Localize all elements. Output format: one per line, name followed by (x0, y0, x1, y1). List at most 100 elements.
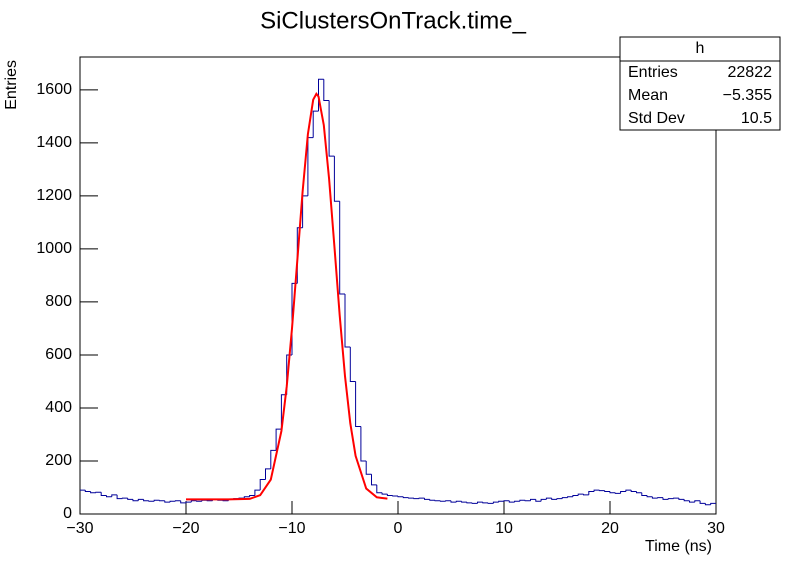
histogram-bin (641, 492, 648, 496)
histogram-bin (344, 293, 351, 348)
histogram-bin (503, 500, 510, 502)
histogram-bin (180, 500, 186, 504)
histogram-bin (477, 501, 483, 504)
histogram-bin (471, 502, 478, 504)
histogram-bin (609, 491, 616, 494)
y-tick-label: 400 (45, 399, 72, 416)
x-tick-label: −30 (66, 520, 93, 537)
histogram-bin (243, 496, 250, 499)
y-tick-label: 200 (45, 452, 72, 469)
histogram-bin (116, 494, 123, 500)
histogram-bin (461, 501, 467, 503)
histogram-bin (519, 499, 526, 502)
histogram-bin (535, 499, 542, 502)
histogram-bin (540, 498, 547, 502)
histogram-bin (418, 497, 425, 499)
histogram-bin (466, 502, 473, 504)
x-tick-label: −10 (278, 520, 305, 537)
histogram-bin (678, 498, 685, 500)
histogram-bin (84, 490, 91, 492)
histogram-bin (593, 489, 600, 492)
histogram-bin (275, 428, 282, 451)
histogram-bin (439, 500, 446, 502)
histogram-bin (127, 498, 133, 500)
histogram-bin (694, 500, 701, 503)
histogram-bin (657, 497, 663, 499)
histogram-bin (137, 498, 144, 501)
stats-key: Mean (628, 87, 668, 104)
histogram-bin (121, 497, 128, 499)
stats-value: 10.5 (741, 110, 772, 127)
histogram-bin (429, 499, 436, 501)
histogram-bin (148, 500, 155, 502)
histogram-bin (153, 499, 160, 502)
histogram-bin (482, 502, 489, 504)
histogram-bin (567, 496, 573, 498)
y-tick-label: 800 (45, 293, 72, 310)
x-tick-label: 20 (601, 520, 619, 537)
x-tick-label: −20 (172, 520, 199, 537)
histogram-bin (508, 500, 515, 503)
x-axis-label: Time (ns) (645, 538, 712, 555)
histogram-bin (196, 500, 202, 502)
histogram-bin (355, 381, 361, 428)
histogram-bin (185, 501, 192, 503)
histogram-bin (487, 502, 494, 504)
histogram-bin (598, 490, 605, 492)
histogram-bin (424, 498, 430, 500)
y-tick-label: 1400 (36, 134, 72, 151)
histogram-bin (604, 490, 610, 492)
histogram-bin (530, 498, 536, 501)
y-tick-label: 600 (45, 346, 72, 363)
stats-key: Std Dev (628, 110, 685, 127)
histogram-bin (190, 500, 197, 503)
histogram-bin (651, 496, 658, 499)
histogram-bin (323, 79, 330, 101)
histogram-bin (636, 491, 642, 494)
histogram-bin (625, 489, 632, 492)
histogram-bin (689, 500, 695, 503)
histogram-bin (514, 500, 520, 503)
histogram-bin (662, 497, 669, 500)
histogram-bin (386, 494, 393, 496)
histogram-bin (360, 426, 367, 462)
histogram-bin (312, 110, 319, 138)
histogram-bin (577, 493, 584, 496)
stats-value: −5.355 (723, 87, 772, 104)
histogram-bin (397, 495, 404, 498)
histogram-bin (545, 497, 552, 500)
histogram-bin (450, 500, 457, 503)
x-tick-label: 0 (394, 520, 403, 537)
histogram-bin (333, 156, 340, 202)
histogram-bin (328, 100, 335, 157)
histogram-bin (90, 491, 96, 494)
histogram-bin (159, 500, 165, 502)
histogram-bin (524, 500, 531, 502)
histogram-bin (710, 502, 716, 505)
histogram-bin (95, 491, 102, 493)
histogram-bin (445, 500, 451, 502)
histogram-bin (365, 460, 372, 475)
histogram-bin (572, 494, 579, 497)
histogram-bin (667, 498, 674, 500)
stats-frame (619, 36, 781, 131)
histogram-bin (100, 492, 107, 496)
histogram-bin (455, 500, 462, 503)
histogram-bin (699, 500, 706, 504)
histogram-bin (106, 495, 112, 498)
histogram-bin (646, 495, 653, 498)
y-axis-label: Entries (3, 60, 20, 110)
histogram-bin (556, 498, 563, 500)
histogram-bin (174, 500, 181, 502)
histogram-bin (551, 498, 557, 500)
x-tick-label: 30 (707, 520, 725, 537)
histogram-bin (249, 494, 255, 497)
histogram-bin (588, 490, 595, 495)
histogram-bin (492, 501, 499, 504)
fit-curve (186, 92, 388, 501)
histogram-bin (408, 497, 414, 499)
histogram-bin (614, 492, 621, 494)
chart-title: SiClustersOnTrack.time_ (260, 7, 526, 34)
histogram-bin (143, 499, 149, 502)
